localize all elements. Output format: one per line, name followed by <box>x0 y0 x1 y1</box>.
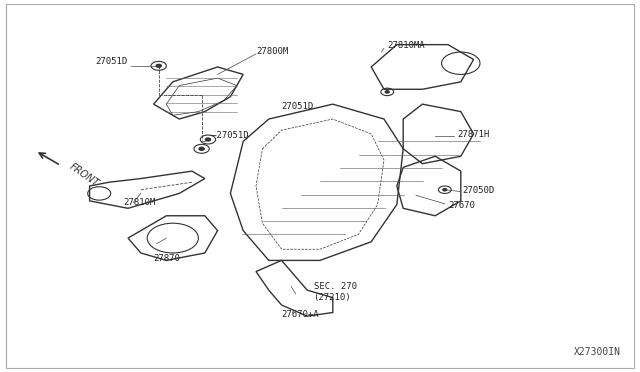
Circle shape <box>443 189 447 191</box>
Text: 27800M: 27800M <box>256 47 288 56</box>
Text: 27810MA: 27810MA <box>387 41 425 50</box>
Text: SEC. 270
(27210): SEC. 270 (27210) <box>314 282 356 302</box>
Text: 27051D: 27051D <box>96 57 128 66</box>
Text: 27050D: 27050D <box>463 186 495 195</box>
Circle shape <box>385 91 389 93</box>
Text: 27871H: 27871H <box>458 130 490 139</box>
Circle shape <box>156 64 161 67</box>
Text: X27300IN: X27300IN <box>574 347 621 357</box>
Text: 27870: 27870 <box>154 254 180 263</box>
Text: 27051D: 27051D <box>282 102 314 110</box>
Text: 27670: 27670 <box>448 201 475 210</box>
Circle shape <box>205 138 211 141</box>
Text: –27051D: –27051D <box>211 131 249 140</box>
Text: FRONT: FRONT <box>67 161 100 189</box>
Circle shape <box>199 147 204 150</box>
Text: 27670+A: 27670+A <box>282 310 319 319</box>
Text: 27810M: 27810M <box>123 198 155 207</box>
